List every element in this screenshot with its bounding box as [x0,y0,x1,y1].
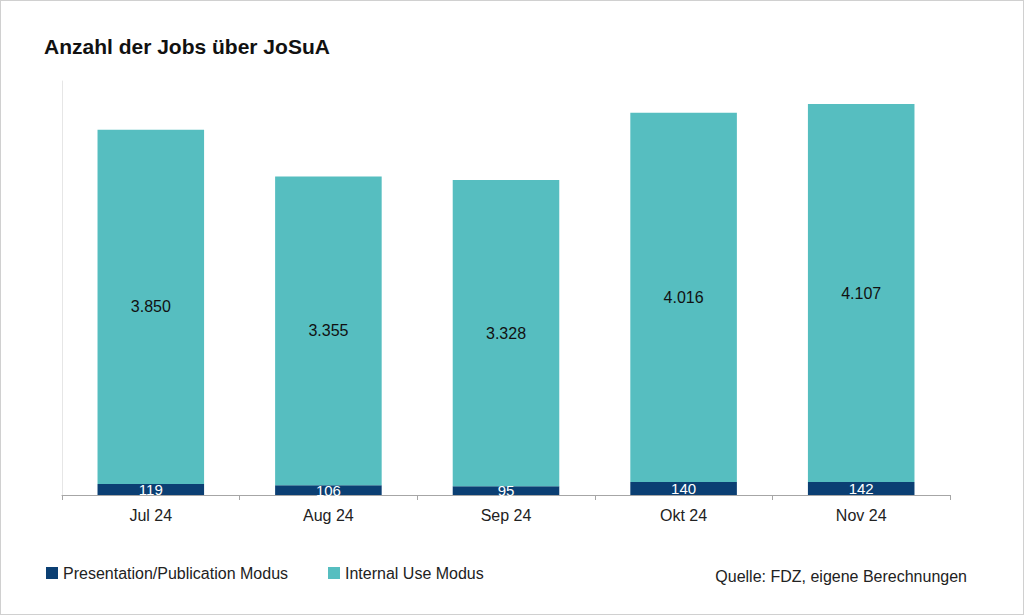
svg-text:Sep 24: Sep 24 [481,507,532,524]
svg-text:Presentation/Publication Modus: Presentation/Publication Modus [63,565,288,582]
svg-text:95: 95 [498,482,515,499]
svg-text:142: 142 [849,480,874,497]
svg-text:3.328: 3.328 [486,325,526,342]
svg-text:4.107: 4.107 [841,285,881,302]
svg-text:Quelle: FDZ, eigene Berechnung: Quelle: FDZ, eigene Berechnungen [715,568,967,585]
svg-text:106: 106 [316,482,341,499]
svg-text:140: 140 [671,480,696,497]
svg-text:119: 119 [139,481,163,498]
svg-text:Internal Use Modus: Internal Use Modus [345,565,484,582]
svg-text:Okt 24: Okt 24 [660,507,707,524]
svg-text:3.850: 3.850 [131,298,171,315]
svg-text:Jul 24: Jul 24 [129,507,172,524]
svg-text:Nov 24: Nov 24 [836,507,887,524]
svg-text:Aug 24: Aug 24 [303,507,354,524]
svg-text:3.355: 3.355 [308,322,348,339]
svg-text:4.016: 4.016 [664,289,704,306]
svg-text:Anzahl der Jobs über JoSuA: Anzahl der Jobs über JoSuA [44,35,330,58]
